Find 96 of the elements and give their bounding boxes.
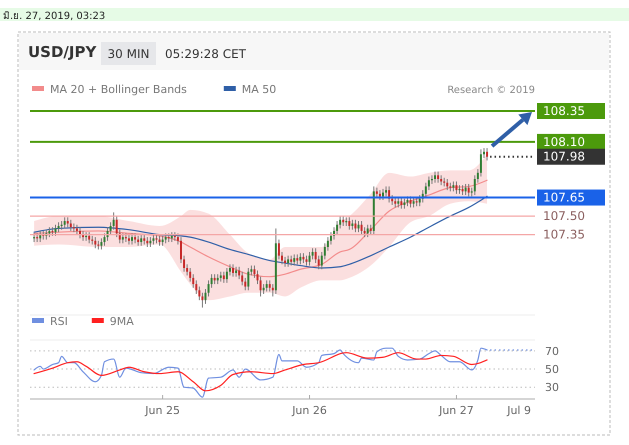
candlestick	[296, 254, 298, 265]
y-tick-label: 30	[545, 381, 559, 394]
candlestick	[76, 224, 78, 236]
candlestick	[149, 236, 152, 248]
x-tick-label: Jun 26	[291, 404, 327, 417]
candlestick	[440, 174, 442, 186]
text: 05:29:28 CET	[165, 47, 247, 61]
candlestick	[140, 234, 142, 246]
legend-label: MA 20 + Bollinger Bands	[50, 83, 188, 96]
candlestick	[348, 216, 350, 230]
candlestick	[446, 178, 448, 191]
candlestick	[143, 234, 146, 246]
y-tick-label: 70	[545, 344, 559, 358]
candlestick	[137, 235, 140, 246]
candlestick	[486, 148, 488, 161]
text: Jul 9	[506, 404, 531, 417]
candlestick	[342, 216, 344, 226]
ref-line-label: 107.50	[543, 209, 585, 224]
candlestick	[152, 234, 154, 246]
candlestick	[462, 184, 464, 196]
candlestick	[146, 236, 148, 248]
candlestick	[48, 226, 50, 238]
candlestick	[299, 252, 302, 265]
candlestick	[293, 254, 296, 266]
candlestick	[437, 171, 440, 184]
line-series	[33, 348, 488, 398]
candlestick	[214, 274, 216, 285]
text: Research © 2019	[447, 85, 535, 96]
candlestick	[351, 219, 354, 230]
candlestick	[235, 266, 238, 278]
candlestick	[403, 198, 406, 210]
candlestick	[158, 235, 161, 246]
candlestick	[464, 183, 467, 196]
candlestick	[170, 232, 173, 243]
candlestick	[162, 235, 164, 246]
line-series	[33, 352, 488, 392]
candlestick	[336, 220, 338, 236]
candlestick	[241, 271, 244, 286]
candlestick	[247, 268, 250, 291]
candlestick	[232, 264, 234, 278]
candlestick	[360, 220, 363, 236]
candlestick	[272, 284, 274, 297]
candlestick	[468, 183, 470, 197]
legend-label: 9MA	[110, 315, 134, 328]
candlestick	[308, 251, 311, 266]
candlestick	[112, 212, 115, 230]
ref-line-label: 108.10	[543, 134, 585, 149]
candlestick	[302, 252, 304, 264]
candlestick	[58, 222, 60, 233]
candlestick	[116, 216, 118, 238]
candlestick	[434, 171, 436, 184]
candlestick	[354, 219, 356, 233]
x-tick-label: Jun 27	[438, 404, 474, 417]
candlestick	[262, 284, 265, 294]
candlestick	[134, 232, 136, 244]
candlestick	[385, 186, 388, 197]
candlestick	[94, 236, 96, 249]
candlestick	[54, 224, 56, 236]
candlestick	[220, 271, 222, 282]
candlestick	[128, 234, 130, 246]
chart-subtitle: 30 MIN	[108, 47, 150, 61]
ref-line-label: 107.35	[543, 228, 585, 242]
candlestick	[376, 187, 378, 198]
candlestick	[226, 268, 228, 284]
candlestick	[216, 274, 219, 285]
candlestick	[164, 232, 167, 244]
y-tick-label: 50	[545, 363, 559, 376]
text: มิ.ย. 27, 2019, 03:23	[3, 11, 106, 22]
candlestick	[452, 180, 454, 192]
candlestick	[64, 216, 66, 229]
ref-line-label: 107.98	[543, 150, 585, 164]
candlestick	[400, 197, 402, 210]
legend-label: RSI	[50, 315, 68, 328]
candlestick	[378, 190, 381, 201]
ref-line-label: 107.65	[543, 190, 585, 205]
candlestick	[284, 256, 286, 268]
candlestick	[290, 255, 292, 266]
candlestick	[358, 220, 360, 233]
candlestick	[131, 232, 134, 246]
candlestick	[122, 232, 124, 244]
candlestick	[455, 180, 458, 194]
candlestick	[222, 271, 225, 284]
candlestick	[244, 277, 246, 291]
legend-label: MA 50	[242, 83, 276, 96]
x-tick-label: Jun 25	[144, 404, 180, 417]
chart-title: USD/JPY	[28, 43, 98, 61]
candlestick	[418, 194, 421, 207]
candlestick	[382, 188, 384, 201]
candlestick	[88, 232, 90, 244]
candlestick	[70, 219, 72, 232]
candlestick	[100, 238, 102, 250]
candlestick	[366, 224, 369, 238]
candlestick	[287, 255, 290, 268]
ref-line-label: 108.35	[543, 104, 585, 118]
candlestick	[266, 280, 268, 292]
candlestick	[305, 255, 308, 266]
